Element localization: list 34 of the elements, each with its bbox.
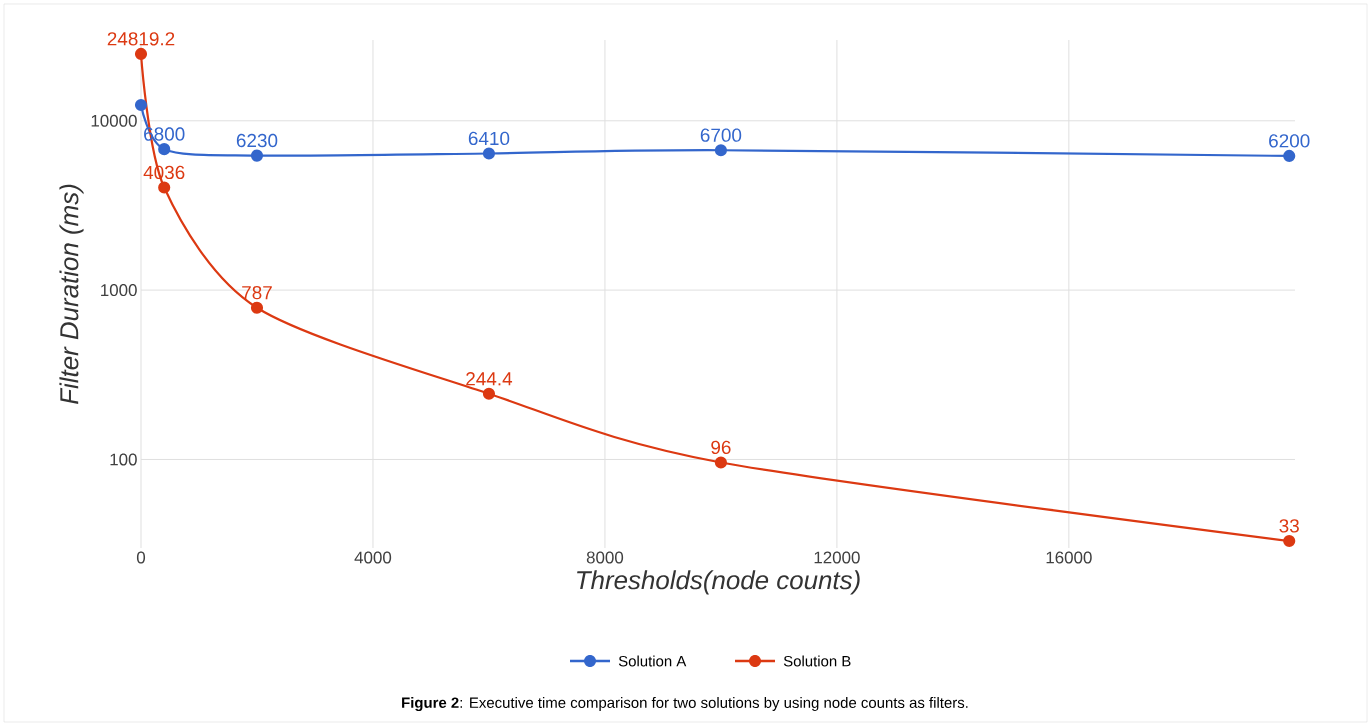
x-axis-title: Thresholds(node counts) bbox=[577, 570, 860, 595]
x-tick-label: 12000 bbox=[814, 551, 860, 564]
point bbox=[158, 143, 171, 156]
data-label: 33 bbox=[1279, 519, 1299, 533]
x-tick-label: 4000 bbox=[354, 551, 392, 564]
x-tick-label: 8000 bbox=[586, 551, 624, 564]
point bbox=[482, 147, 496, 160]
data-label: 24819.2 bbox=[107, 32, 175, 46]
point bbox=[1283, 534, 1296, 548]
data-label: 6700 bbox=[700, 128, 742, 142]
point bbox=[250, 301, 264, 314]
point bbox=[134, 98, 148, 112]
data-label: 6230 bbox=[236, 133, 278, 148]
x-tick-label: 0 bbox=[136, 551, 146, 564]
data-label: 6200 bbox=[1269, 134, 1310, 148]
data-label: 244.4 bbox=[466, 372, 513, 386]
point bbox=[250, 149, 264, 162]
point bbox=[714, 456, 727, 469]
point bbox=[1283, 149, 1296, 163]
legend-label: Solution B bbox=[783, 655, 851, 667]
data-label: 787 bbox=[242, 285, 272, 300]
point bbox=[482, 387, 496, 400]
y-tick-label: 10000 bbox=[91, 114, 137, 127]
data-label: 6410 bbox=[468, 131, 510, 146]
data-label: 96 bbox=[711, 440, 731, 455]
x-tick-label: 16000 bbox=[1046, 551, 1092, 564]
text: Figure 2: Executive time comparison for two solutions by using node counts as filters. bbox=[402, 697, 968, 711]
y-tick-label: 1000 bbox=[101, 284, 137, 297]
y-tick-label: 100 bbox=[110, 453, 137, 466]
legend-label: Solution A bbox=[618, 655, 687, 667]
point bbox=[134, 47, 148, 61]
point bbox=[158, 181, 171, 194]
y-axis-title: Filter Duration (ms) bbox=[59, 184, 84, 405]
point bbox=[714, 144, 727, 157]
